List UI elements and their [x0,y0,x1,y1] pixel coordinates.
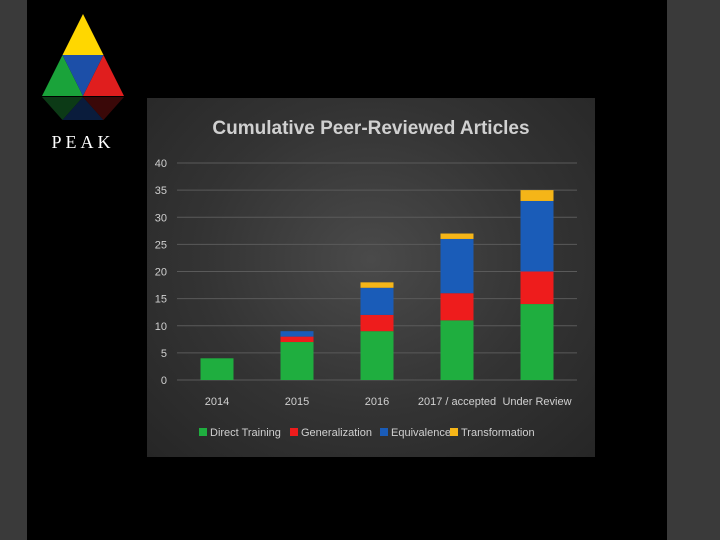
y-tick-label: 10 [155,321,167,333]
logo-blue-triangle [62,55,104,96]
bar-segment [280,342,314,380]
bar-segment [520,200,554,272]
legend-swatch [290,428,298,436]
legend-swatch [380,428,388,436]
logo-text: PEAK [51,132,115,152]
y-tick-label: 40 [155,158,167,170]
bar-segment [440,238,474,294]
y-tick-label: 5 [161,348,167,360]
legend-label: Transformation [461,427,535,439]
peak-logo [42,14,124,120]
bar-segment [520,190,554,201]
y-tick-label: 20 [155,267,167,279]
legend-label: Generalization [301,427,372,439]
logo-green-triangle [42,55,83,96]
bar-segment [280,336,314,343]
y-tick-label: 30 [155,212,167,224]
logo-red-triangle [83,55,124,96]
x-tick-label: 2014 [205,396,229,408]
bar-segment [280,331,314,337]
bar-segment [440,293,474,321]
legend-swatch [199,428,207,436]
y-tick-label: 0 [161,375,167,387]
bar-segment [360,287,394,315]
logo-reflection-red [83,97,124,120]
bar-segment [360,314,394,332]
bar-segment [360,282,394,288]
bar-segment [440,320,474,380]
x-tick-label: 2016 [365,396,389,408]
bar-segment [200,358,234,380]
y-tick-label: 35 [155,185,167,197]
y-tick-label: 25 [155,239,167,251]
bar-segment [520,304,554,380]
y-tick-label: 15 [155,294,167,306]
legend-swatch [450,428,458,436]
x-tick-label: 2017 / accepted [418,396,496,408]
stacked-bar-chart: Cumulative Peer-Reviewed Articles 2014 20… [155,118,577,439]
logo-yellow-triangle [62,14,104,55]
legend-label: Direct Training [210,427,281,439]
chart-title: Cumulative Peer-Reviewed Articles [212,118,529,139]
x-tick-label: Under Review [502,396,571,408]
bar-segment [360,331,394,380]
x-tick-label: 2015 [285,396,309,408]
bar-segment [440,233,474,239]
logo-reflection-blue [62,97,104,120]
bar-segment [520,271,554,305]
legend-label: Equivalence [391,427,451,439]
logo-reflection-green [42,97,83,120]
chart-panel: Cumulative Peer-Reviewed Articles 2014 20… [147,98,595,457]
